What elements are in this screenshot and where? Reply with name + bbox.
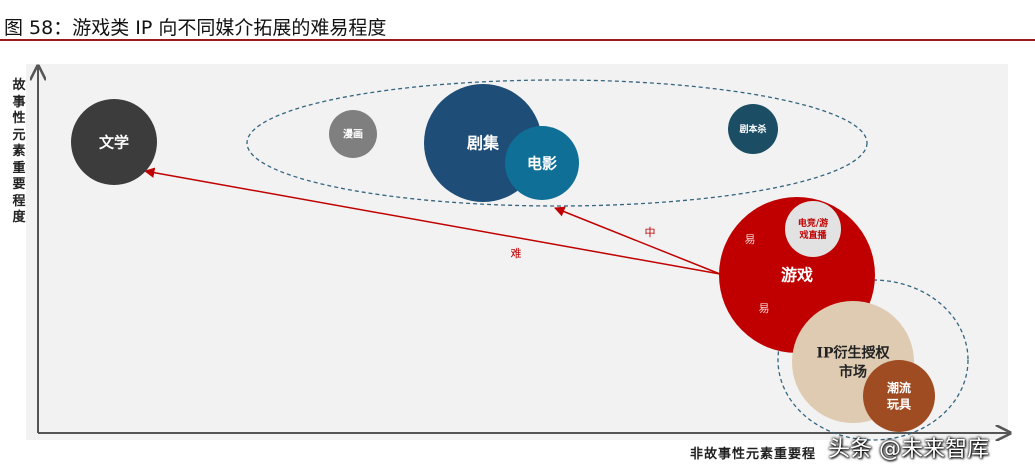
bubble-label-trendy-toys: 玩具 (887, 397, 911, 411)
bubble-film (505, 126, 579, 200)
arrow-label-2: 中 (645, 226, 656, 239)
bubble-label-ip-licensing-market: IP衍生授权 (816, 344, 890, 361)
bubble-esports-streaming (785, 201, 841, 257)
arrow-label-1: 难 (511, 247, 522, 260)
watermark: 头条 @未来智库 (828, 437, 989, 462)
bubble-literature (71, 99, 157, 185)
title-rule (0, 39, 1035, 41)
bubble-label-comics: 漫画 (343, 129, 363, 141)
y-axis-label-char: 要 (12, 177, 26, 192)
bubble-label-esports-streaming: 戏直播 (798, 229, 827, 241)
group-ellipse-narrative (246, 79, 868, 207)
bubble-label-esports-streaming: 电竞/游 (798, 217, 828, 229)
bubble-script-murder (728, 104, 778, 154)
y-axis-label-char: 故 (12, 78, 26, 93)
y-axis-label-char: 程 (12, 193, 26, 209)
page-title: 图 58：游戏类 IP 向不同媒介拓展的难易程度 (4, 17, 387, 39)
arrow-label-3: 易 (745, 233, 756, 246)
bubble-label-drama-series: 剧集 (467, 134, 500, 153)
x-axis-label: 非故事性元素重要程 (690, 447, 817, 462)
y-axis-label-char: 性 (12, 111, 26, 126)
arrow-2 (554, 206, 721, 275)
arrow-1 (143, 167, 721, 275)
y-axis-label-char: 重 (12, 160, 26, 176)
bubble-label-game: 游戏 (781, 266, 813, 285)
y-axis-label-char: 度 (12, 210, 26, 225)
bubble-label-trendy-toys: 潮流 (887, 380, 911, 395)
y-axis-label-char: 事 (12, 94, 26, 110)
bubble-label-script-murder: 剧本杀 (739, 123, 766, 135)
bubble-comics (329, 110, 377, 158)
bubble-label-literature: 文学 (99, 133, 129, 151)
y-axis-label: 故事性元素重要程度 (8, 78, 30, 227)
bubble-label-ip-licensing-market: 市场 (839, 363, 867, 380)
y-axis-label-char: 素 (12, 144, 26, 159)
bubble-label-film: 电影 (527, 154, 557, 172)
bubble-trendy-toys (863, 360, 935, 432)
arrow-label-4: 易 (759, 302, 770, 315)
group-ellipse-derivative (777, 279, 969, 441)
y-axis-label-char: 元 (12, 127, 26, 143)
